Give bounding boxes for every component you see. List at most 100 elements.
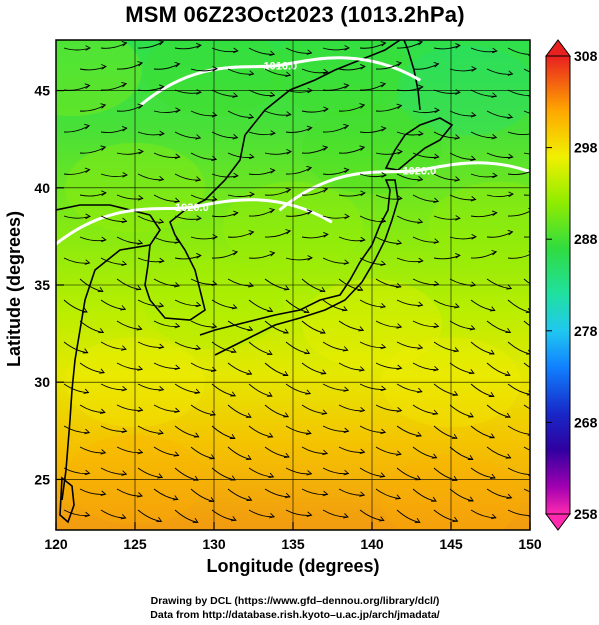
- streamline-arrow-111: [344, 213, 350, 220]
- streamline-221: [79, 404, 105, 413]
- streamline-arrow-151: [395, 282, 402, 289]
- streamline-48: [412, 109, 440, 114]
- streamline-239: [248, 425, 273, 438]
- streamline-76: [486, 152, 513, 158]
- streamline-204: [412, 362, 439, 371]
- streamline-207: [523, 362, 530, 368]
- streamline-93: [153, 194, 180, 202]
- streamline-arrow-118: [137, 239, 144, 246]
- streamline-101: [449, 194, 476, 201]
- streamline-arrow-105: [121, 217, 128, 224]
- streamline-131: [100, 257, 127, 265]
- streamline-arrow-6: [306, 49, 313, 55]
- streamline-arrow-260: [84, 469, 91, 476]
- streamline-178: [412, 320, 439, 328]
- streamline-arrow-24: [507, 70, 514, 76]
- streamline-61: [396, 131, 424, 136]
- streamline-arrow-293: [343, 513, 349, 519]
- streamline-227: [301, 404, 327, 414]
- streamline-arrow-21: [396, 61, 403, 67]
- streamline-105: [100, 215, 127, 222]
- colorbar: [545, 55, 571, 515]
- streamline-arrow-200: [282, 370, 289, 376]
- streamline-109: [248, 209, 275, 217]
- streamline-179: [449, 320, 475, 330]
- streamline-191: [396, 341, 423, 349]
- streamline-66: [116, 150, 144, 155]
- streamline-149: [301, 278, 325, 292]
- streamline-arrow-212: [230, 391, 237, 397]
- streamline-arrow-101: [470, 196, 477, 202]
- streamline-145: [153, 278, 180, 287]
- streamline-arrow-197: [174, 364, 181, 371]
- streamline-41: [153, 109, 181, 113]
- streamline-216: [359, 383, 386, 390]
- streamline-214: [285, 383, 311, 395]
- streamline-230: [412, 404, 438, 415]
- streamline-155: [523, 278, 530, 285]
- streamline-62: [433, 131, 460, 139]
- streamline-8: [359, 42, 386, 49]
- streamline-73: [375, 151, 403, 155]
- streamline-arrow-106: [158, 218, 165, 224]
- credit-data-source: Data from http://database.rish.kyoto–u.a…: [150, 609, 440, 621]
- streamline-arrow-175: [319, 328, 326, 334]
- streamline-54: [137, 131, 165, 136]
- streamline-arrow-48: [434, 107, 440, 114]
- streamline-arrow-70: [286, 148, 292, 155]
- streamline-arrow-134: [232, 250, 239, 256]
- streamline-arrow-148: [283, 285, 290, 291]
- streamline-251: [227, 446, 251, 460]
- streamline-arrow-52: [84, 123, 91, 130]
- streamline-arrow-3: [196, 42, 202, 49]
- streamline-arrow-261: [121, 470, 128, 476]
- streamline-124: [338, 236, 365, 242]
- streamline-31: [248, 89, 275, 97]
- streamline-arrow-125: [396, 239, 403, 246]
- streamline-arrow-278: [284, 492, 291, 499]
- coastline-china: [56, 204, 151, 501]
- streamline-196: [116, 362, 143, 370]
- streamline-arrow-204: [433, 365, 440, 372]
- streamline-137: [322, 257, 349, 264]
- streamline-46: [338, 104, 365, 112]
- streamline-271: [470, 467, 496, 479]
- streamline-arrow-262: [157, 473, 164, 479]
- streamline-arrow-205: [468, 369, 475, 375]
- streamline-147: [227, 278, 254, 287]
- streamline-arrow-219: [488, 391, 495, 397]
- streamline-arrow-206: [504, 370, 511, 376]
- streamline-140: [433, 254, 461, 260]
- streamline-arrow-240: [305, 429, 312, 435]
- x-tick-label-125: 125: [123, 536, 147, 552]
- streamline-arrow-202: [359, 366, 365, 372]
- streamline-arrow-227: [321, 409, 328, 415]
- streamline-arrow-34: [380, 81, 387, 88]
- streamline-arrow-274: [137, 492, 144, 498]
- streamline-152: [412, 278, 439, 285]
- streamline-303: [228, 531, 252, 540]
- streamline-arrow-176: [358, 326, 365, 332]
- streamline-310: [487, 531, 512, 538]
- streamline-63: [470, 131, 497, 139]
- streamline-95: [227, 193, 255, 198]
- streamline-arrow-275: [172, 495, 179, 501]
- streamline-arrow-224: [210, 410, 216, 416]
- streamline-arrow-79: [122, 172, 128, 178]
- streamline-arrow-158: [158, 302, 165, 308]
- streamline-13: [79, 66, 107, 71]
- streamline-arrow-157: [120, 305, 127, 311]
- streamline-210: [137, 383, 164, 391]
- streamline-23: [449, 68, 477, 72]
- streamline-arrow-184: [158, 343, 165, 350]
- streamline-20: [338, 65, 366, 71]
- streamline-arrow-198: [210, 366, 217, 373]
- streamline-arrow-99: [396, 195, 403, 201]
- streamline-171: [153, 320, 180, 328]
- coastline-sakhalin: [403, 40, 421, 111]
- streamline-arrow-93: [174, 197, 181, 204]
- streamline-183: [100, 341, 127, 350]
- streamline-arrow-287: [120, 514, 127, 520]
- streamline-127: [449, 236, 477, 240]
- streamline-18: [264, 68, 291, 76]
